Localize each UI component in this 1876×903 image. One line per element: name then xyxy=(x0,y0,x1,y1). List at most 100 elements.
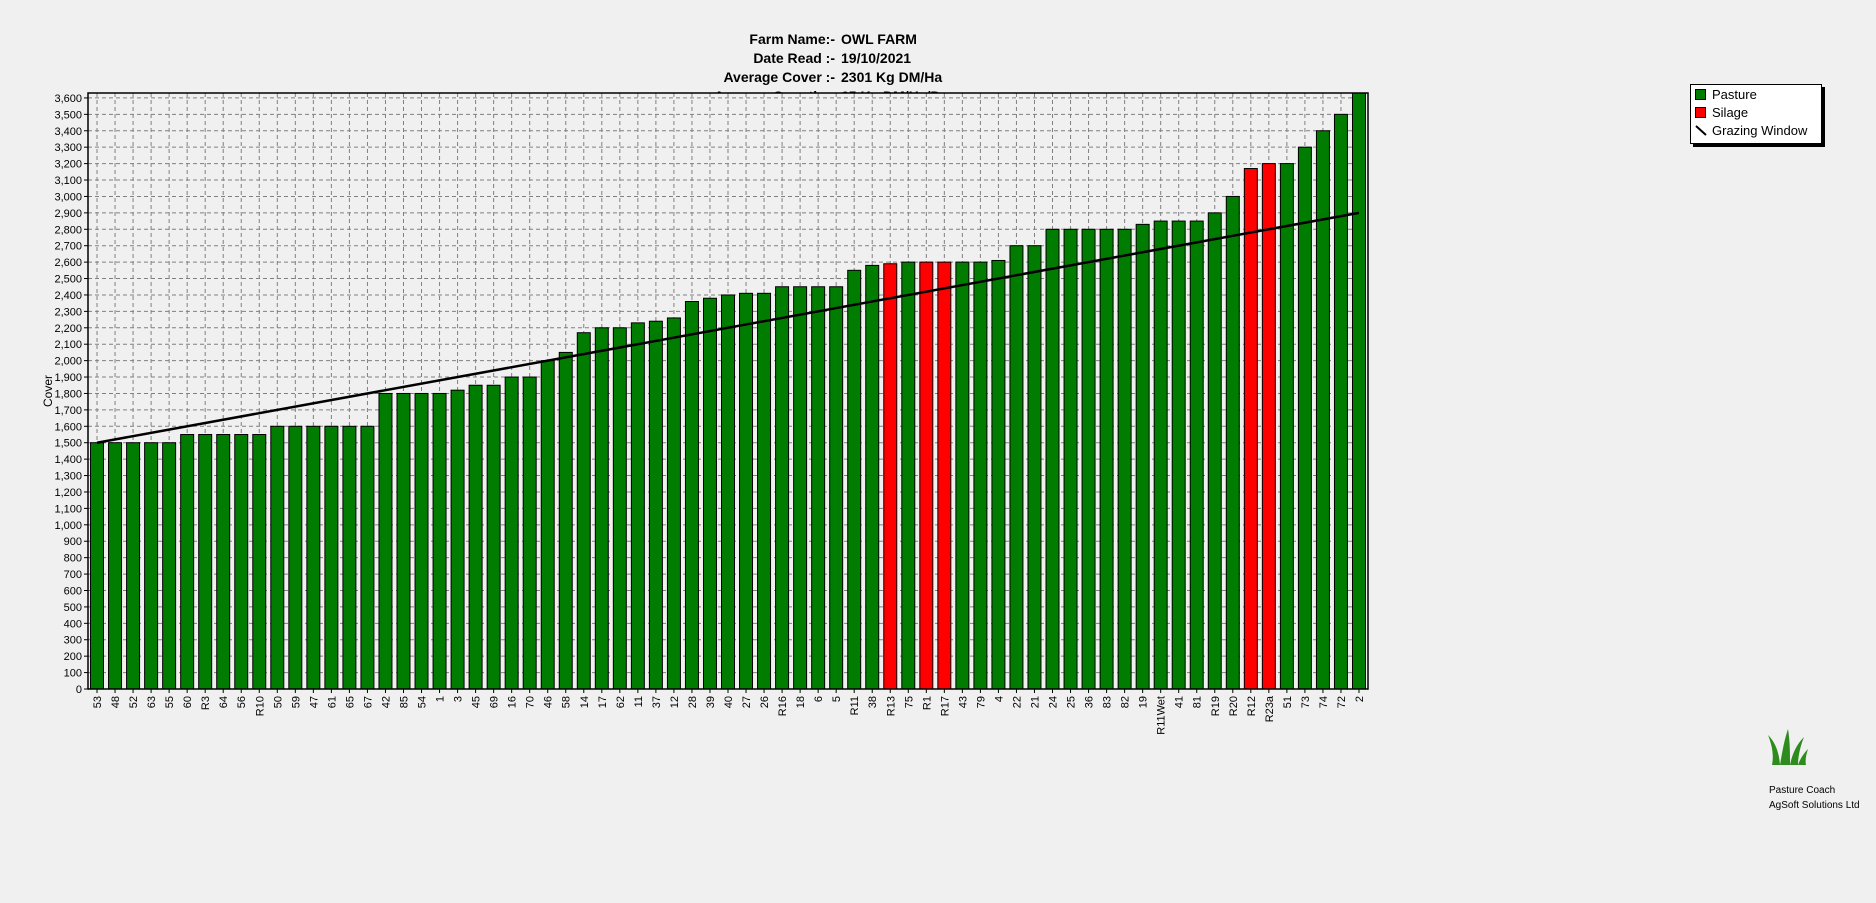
x-tick-label: R16 xyxy=(777,696,789,716)
bar-paddock-43 xyxy=(955,261,970,690)
y-tick-label: 200 xyxy=(64,651,82,663)
y-tick-label: 2,100 xyxy=(54,339,82,351)
x-tick-label: 64 xyxy=(218,696,230,708)
bar-paddock-52 xyxy=(126,442,141,690)
bar-paddock-46 xyxy=(540,360,555,690)
x-tick-label: 41 xyxy=(1174,696,1186,708)
bar-paddock-R13 xyxy=(883,263,898,690)
bar-paddock-17 xyxy=(594,327,609,690)
bar-paddock-45 xyxy=(468,384,483,690)
x-tick-label: 38 xyxy=(867,696,879,708)
x-tick-label: 4 xyxy=(993,696,1005,702)
bar-paddock-R11 xyxy=(847,269,862,690)
x-tick-label: 60 xyxy=(182,696,194,708)
x-tick-label: 85 xyxy=(398,696,410,708)
x-tick-label: 74 xyxy=(1318,696,1330,708)
bar-paddock-65 xyxy=(342,425,357,690)
x-tick-label: 79 xyxy=(975,696,987,708)
x-tick-label: 48 xyxy=(110,696,122,708)
legend-item-pasture: Pasture xyxy=(1691,85,1821,103)
bar-paddock-39 xyxy=(702,297,717,690)
bar-paddock-18 xyxy=(793,286,808,690)
bar-paddock-26 xyxy=(757,292,772,690)
bar-paddock-R1 xyxy=(919,261,934,690)
y-tick-label: 3,000 xyxy=(54,191,82,203)
x-tick-label: 51 xyxy=(1282,696,1294,708)
y-tick-label: 3,200 xyxy=(54,159,82,171)
y-tick-label: 1,200 xyxy=(54,487,82,499)
grazing-window-line xyxy=(96,211,1360,444)
bar-paddock-85 xyxy=(396,392,411,690)
x-axis: 53 48 52 63 55 60 R3 64 56 R10 50 59 47 61 65 67 42 85 54 1… xyxy=(92,689,1366,735)
grazing-window xyxy=(96,211,1360,444)
y-tick-label: 1,100 xyxy=(54,503,82,515)
pasture-coach-logo-icon xyxy=(1768,729,1808,765)
x-tick-label: R3 xyxy=(200,696,212,710)
pasture-swatch xyxy=(1695,88,1706,100)
x-tick-label: 5 xyxy=(831,696,843,702)
bar-paddock-19 xyxy=(1135,223,1150,690)
y-tick-label: 3,100 xyxy=(54,175,82,187)
bar-paddock-63 xyxy=(144,442,159,690)
bar-paddock-6 xyxy=(811,286,826,690)
bar-paddock-69 xyxy=(486,384,501,690)
bar-paddock-16 xyxy=(504,376,519,690)
y-tick-label: 500 xyxy=(64,602,82,614)
bar-paddock-58 xyxy=(558,351,573,690)
bar-paddock-59 xyxy=(288,425,303,690)
bar-paddock-82 xyxy=(1117,228,1132,690)
y-tick-label: 0 xyxy=(76,684,82,696)
y-tick-label: 3,600 xyxy=(54,93,82,105)
bar-paddock-62 xyxy=(612,327,627,690)
x-tick-label: 12 xyxy=(669,696,681,708)
y-tick-label: 3,300 xyxy=(54,142,82,154)
x-tick-label: R1 xyxy=(921,696,933,710)
y-tick-label: 700 xyxy=(64,569,82,581)
x-tick-label: 26 xyxy=(759,696,771,708)
x-tick-label: 36 xyxy=(1084,696,1096,708)
y-tick-label: 1,500 xyxy=(54,438,82,450)
x-tick-label: 19 xyxy=(1138,696,1150,708)
y-tick-label: 300 xyxy=(64,635,82,647)
x-tick-label: 40 xyxy=(723,696,735,708)
bar-paddock-4 xyxy=(991,259,1006,690)
y-tick-label: 1,000 xyxy=(54,520,82,532)
x-tick-label: R20 xyxy=(1228,696,1240,716)
x-tick-label: 46 xyxy=(543,696,555,708)
bar-paddock-5 xyxy=(829,286,844,690)
bar-paddock-75 xyxy=(901,261,916,690)
brand-text: Pasture Coach AgSoft Solutions Ltd xyxy=(1769,783,1860,813)
bar-paddock-R12 xyxy=(1243,168,1258,690)
y-tick-label: 1,600 xyxy=(54,421,82,433)
y-axis-label: Cover xyxy=(41,375,55,407)
x-tick-label: 50 xyxy=(272,696,284,708)
y-tick-label: 2,200 xyxy=(54,323,82,335)
x-tick-label: R13 xyxy=(885,696,897,716)
x-tick-label: 6 xyxy=(813,696,825,702)
x-tick-label: 53 xyxy=(92,696,104,708)
y-tick-label: 2,000 xyxy=(54,356,82,368)
bar-paddock-73 xyxy=(1297,146,1312,690)
y-tick-label: 2,800 xyxy=(54,224,82,236)
x-tick-label: 65 xyxy=(344,696,356,708)
bar-paddock-R16 xyxy=(775,286,790,690)
x-tick-label: R11 xyxy=(849,696,861,715)
bar-paddock-1 xyxy=(432,392,447,690)
x-tick-label: 39 xyxy=(705,696,717,708)
bar-paddock-2 xyxy=(1351,92,1366,690)
bar-paddock-40 xyxy=(721,294,735,690)
title-label: Date Read :- xyxy=(753,50,835,66)
legend-label-grazing-window: Grazing Window xyxy=(1712,122,1808,138)
x-tick-label: R10 xyxy=(254,696,266,716)
x-tick-label: 61 xyxy=(326,696,338,708)
bar-paddock-R19 xyxy=(1207,212,1222,690)
x-tick-label: 16 xyxy=(507,696,519,708)
x-tick-label: 52 xyxy=(128,696,140,708)
x-tick-label: 59 xyxy=(290,696,302,708)
bar-paddock-50 xyxy=(270,425,285,690)
bar-paddock-R3 xyxy=(198,434,213,690)
bar-paddock-24 xyxy=(1045,228,1060,690)
silage-swatch xyxy=(1695,106,1706,118)
y-axis: 0 100 200 300 400 500 600 700 800 900 1,000 1,100 1,… xyxy=(54,93,88,696)
y-tick-label: 2,900 xyxy=(54,208,82,220)
